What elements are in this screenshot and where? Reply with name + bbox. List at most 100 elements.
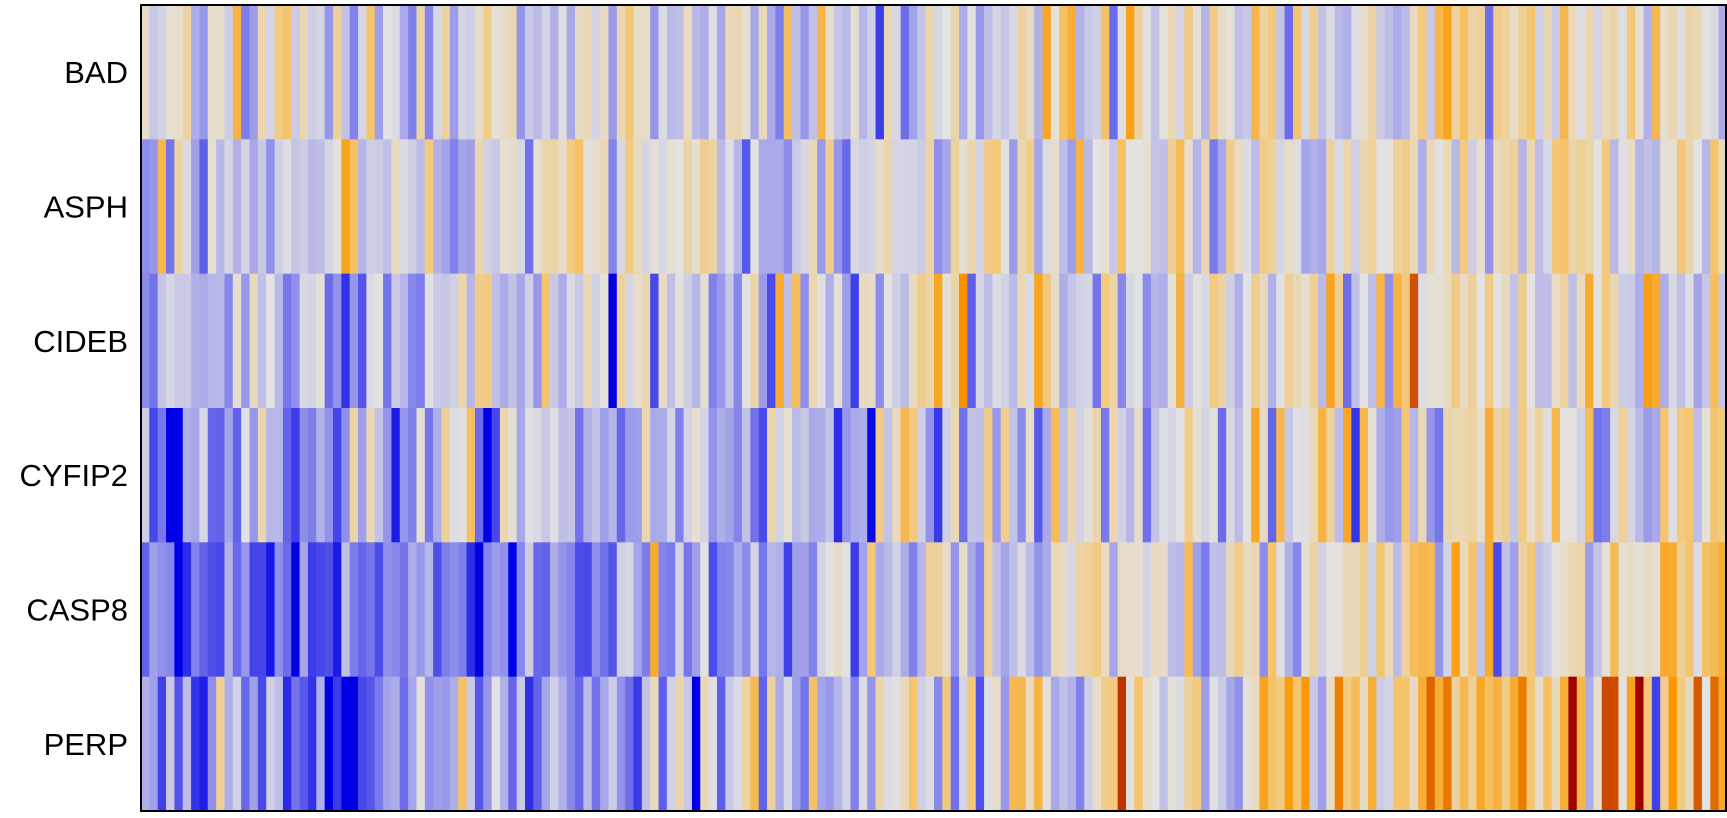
heatmap-cell <box>324 273 334 409</box>
heatmap-cell <box>716 408 726 543</box>
heatmap-cell <box>349 139 359 275</box>
heatmap-cell <box>341 139 351 275</box>
heatmap-cell <box>792 5 802 140</box>
heatmap-cell <box>1267 5 1277 140</box>
heatmap-cell <box>1292 542 1302 678</box>
heatmap-cell <box>800 5 810 140</box>
heatmap-cell <box>1067 5 1077 140</box>
heatmap-cell <box>875 139 885 275</box>
heatmap-cell <box>925 5 935 140</box>
heatmap-cell <box>291 273 301 409</box>
heatmap-cell <box>1459 139 1469 275</box>
heatmap-cell <box>1284 542 1294 678</box>
heatmap-cell <box>1100 408 1110 543</box>
heatmap-cell <box>1651 273 1661 409</box>
heatmap-cell <box>1100 676 1110 812</box>
heatmap-cell <box>758 408 768 543</box>
heatmap-cell <box>249 542 259 678</box>
heatmap-cell <box>1209 676 1219 812</box>
heatmap-cell <box>1651 676 1661 812</box>
heatmap-cell <box>1334 408 1344 543</box>
heatmap-cell <box>1351 542 1361 678</box>
heatmap-cell <box>1067 273 1077 409</box>
heatmap-cell <box>1201 676 1211 812</box>
heatmap-cell <box>399 139 409 275</box>
heatmap-cell <box>1601 408 1611 543</box>
heatmap-cell <box>825 542 835 678</box>
heatmap-cell <box>1459 273 1469 409</box>
heatmap-cell <box>282 273 292 409</box>
heatmap-cell <box>833 408 843 543</box>
heatmap-cell <box>408 408 418 543</box>
heatmap-cell <box>141 5 150 140</box>
heatmap-cell <box>1526 5 1536 140</box>
heatmap-cell <box>299 542 309 678</box>
heatmap-cell <box>691 273 701 409</box>
heatmap-cell <box>975 273 985 409</box>
heatmap-cell <box>1217 273 1227 409</box>
heatmap-cell <box>992 676 1002 812</box>
heatmap-cell <box>650 676 660 812</box>
heatmap-cell <box>1418 273 1428 409</box>
heatmap-cell <box>1292 676 1302 812</box>
heatmap-cell <box>1526 408 1536 543</box>
heatmap-cell <box>1234 676 1244 812</box>
heatmap-cell <box>1535 273 1544 409</box>
heatmap-cell <box>900 676 910 812</box>
heatmap-cell <box>1418 676 1428 812</box>
heatmap-cell <box>257 5 267 140</box>
heatmap-cell <box>299 139 309 275</box>
heatmap-cell <box>1501 5 1511 140</box>
heatmap-cell <box>1226 273 1236 409</box>
heatmap-cell <box>858 139 868 275</box>
heatmap-cell <box>1576 676 1586 812</box>
heatmap-cell <box>174 542 184 678</box>
heatmap-cell <box>533 139 543 275</box>
heatmap-cell <box>750 273 760 409</box>
heatmap-cell <box>207 139 217 275</box>
heatmap-cell <box>1009 273 1019 409</box>
heatmap-cell <box>1042 5 1052 140</box>
heatmap-cell <box>708 139 718 275</box>
heatmap-cell <box>850 676 860 812</box>
heatmap-cell <box>141 676 150 812</box>
heatmap-cell <box>1418 139 1428 275</box>
heatmap-cell <box>533 273 543 409</box>
heatmap-cell <box>1034 139 1044 275</box>
heatmap-cell <box>633 273 643 409</box>
heatmap-cell <box>1343 139 1352 275</box>
heatmap-cell <box>1192 139 1202 275</box>
heatmap-cell <box>141 542 150 678</box>
heatmap-cell <box>700 273 710 409</box>
heatmap-cell <box>1201 408 1211 543</box>
heatmap-cell <box>449 408 459 543</box>
heatmap-cell <box>299 273 309 409</box>
heatmap-cell <box>449 5 459 140</box>
heatmap-cell <box>1067 408 1077 543</box>
heatmap-cell <box>1484 5 1494 140</box>
heatmap-cell <box>1025 408 1035 543</box>
heatmap-cell <box>266 676 276 812</box>
heatmap-cell <box>1184 408 1194 543</box>
heatmap-cell <box>708 5 718 140</box>
heatmap-cell <box>625 139 635 275</box>
heatmap-cell <box>758 676 768 812</box>
heatmap-cell <box>166 5 175 140</box>
heatmap-cell <box>307 139 317 275</box>
heatmap-cell <box>1409 408 1419 543</box>
heatmap-cell <box>1251 676 1261 812</box>
heatmap-cell <box>1685 542 1695 678</box>
heatmap-cell <box>1326 273 1336 409</box>
heatmap-cell <box>641 542 651 678</box>
heatmap-cell <box>499 542 509 678</box>
heatmap-cell <box>1668 5 1678 140</box>
heatmap-cell <box>257 676 267 812</box>
heatmap-cell <box>1084 139 1094 275</box>
heatmap-cell <box>1401 5 1411 140</box>
heatmap-cell <box>975 139 985 275</box>
heatmap-cell <box>700 5 710 140</box>
heatmap-cell <box>1643 273 1653 409</box>
heatmap-cell <box>149 408 159 543</box>
heatmap-cell <box>1251 408 1261 543</box>
heatmap-cell <box>483 5 493 140</box>
